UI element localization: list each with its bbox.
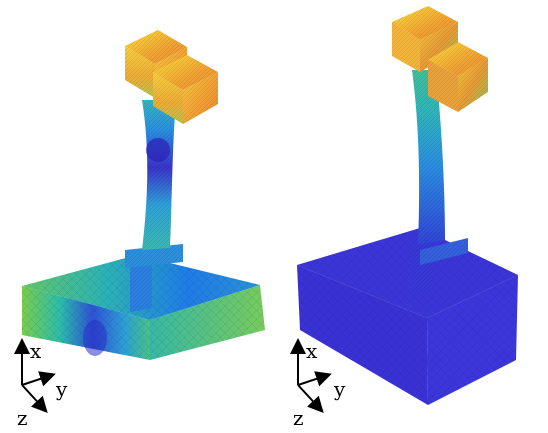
right-x-axis-label: x (306, 339, 318, 363)
left-stem (142, 100, 176, 250)
left-y-axis-label: y (55, 377, 68, 401)
left-x-axis-label: x (30, 339, 42, 363)
right-panel-mesh (297, 6, 518, 405)
right-stem-footing (410, 232, 468, 296)
left-z-axis-label: z (17, 406, 28, 430)
left-stem-footing (125, 244, 183, 312)
right-stem (412, 70, 445, 245)
left-base-block (22, 255, 265, 360)
right-axes-triad: x y z (290, 338, 346, 430)
left-cube-front (153, 55, 218, 124)
left-panel-mesh (22, 30, 265, 360)
right-cube-front (428, 42, 488, 112)
right-y-axis-label: y (333, 377, 346, 401)
left-axes-triad: x y z (14, 338, 68, 430)
right-base-block (297, 228, 518, 405)
right-z-axis-label: z (293, 406, 304, 430)
